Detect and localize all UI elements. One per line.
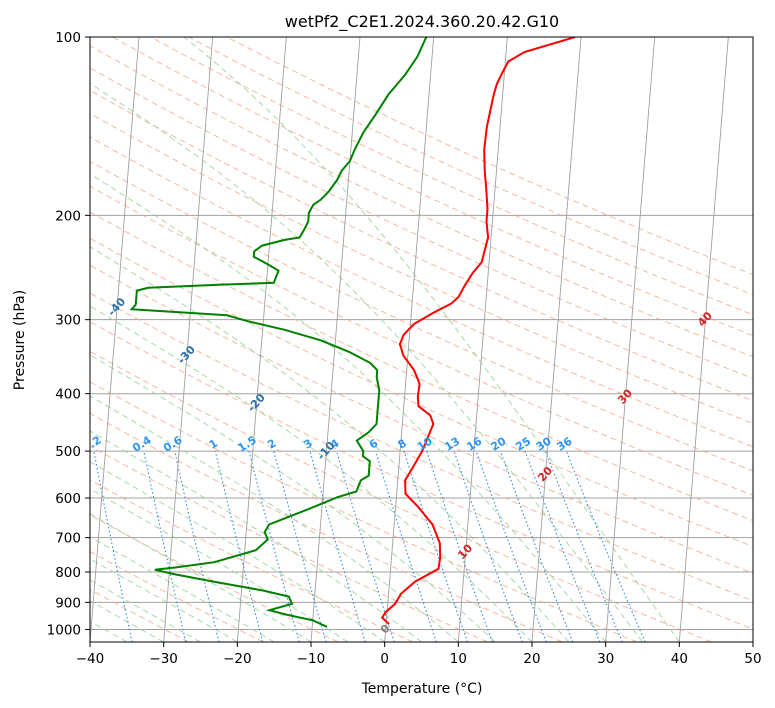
dry-adiabat-line (90, 211, 753, 522)
dry-adiabat-line (90, 412, 563, 642)
isotherm-line (310, 37, 361, 642)
moist-adiabat-line (90, 173, 607, 642)
x-axis-label: Temperature (°C) (361, 681, 483, 697)
dry-adiabat-line (90, 185, 753, 496)
y-tick-label: 300 (55, 313, 81, 329)
mixing-ratio-line (93, 450, 133, 642)
dry-adiabat-line (90, 45, 753, 358)
x-tick-label: 30 (597, 651, 614, 667)
dry-adiabat-line (188, 37, 753, 296)
dry-adiabat-line (90, 445, 488, 642)
moist-adiabat-line (90, 395, 459, 642)
dry-adiabat-line (112, 37, 753, 337)
mixing-ratio-line (499, 450, 574, 642)
isotherm-line (384, 37, 435, 642)
x-tick-label: 20 (523, 651, 540, 667)
mixing-ratio-line (524, 450, 601, 642)
y-tick-label: 600 (55, 491, 81, 507)
y-axis-ticks: 1000 900 800 700 600 500 400 300 200 100 (47, 30, 90, 638)
dry-adiabats (90, 37, 753, 642)
y-tick-label: 900 (55, 595, 81, 611)
isotherm-grid (90, 37, 753, 642)
x-tick-label: 50 (744, 651, 761, 667)
mixing-ratio-line (309, 450, 366, 642)
moist-adiabat-line (90, 354, 496, 642)
moist-adiabat-line (90, 558, 238, 642)
mixing-ratio-line (374, 450, 437, 642)
chart-title: wetPf2_C2E1.2024.360.20.42.G10 (285, 12, 559, 32)
mixing-ratio-line (273, 450, 327, 642)
isotherm-line (236, 37, 287, 642)
y-axis-label: Pressure (hPa) (12, 290, 28, 390)
mixing-ratio-line (403, 450, 469, 642)
y-tick-label: 700 (55, 531, 81, 547)
moist-adiabat-line (90, 430, 422, 642)
sounding-lines (129, 37, 576, 628)
x-tick-label: −10 (297, 651, 326, 667)
dry-adiabat-line (90, 89, 753, 402)
x-tick-label: 0 (380, 651, 389, 667)
isotherm-line (605, 37, 656, 642)
x-tick-label: 40 (671, 651, 688, 667)
x-tick-label: 10 (450, 651, 467, 667)
mixing-ratio-line (545, 450, 623, 642)
isotherm-line (163, 37, 214, 642)
y-tick-label: 800 (55, 565, 81, 581)
moist-adiabat-line (90, 246, 570, 642)
moist-adiabat-line (90, 461, 385, 642)
dry-adiabat-line (90, 350, 712, 642)
dry-adiabat-line (90, 550, 264, 642)
moist-adiabat-line (90, 82, 643, 642)
dry-adiabat-line (90, 514, 339, 642)
mixing-ratio-line (214, 450, 264, 642)
dry-adiabat-line (90, 237, 753, 548)
y-tick-label: 400 (55, 387, 81, 403)
isotherm-line (457, 37, 508, 642)
mixing-ratio-line (426, 450, 493, 642)
y-tick-label: 100 (55, 30, 81, 46)
temperature-profile-line (380, 37, 576, 625)
y-tick-label: 200 (55, 208, 81, 224)
mixing-ratio-line (248, 450, 300, 642)
dry-adiabat-line (90, 321, 753, 630)
y-tick-label: 1000 (47, 622, 81, 638)
x-tick-label: −20 (223, 651, 252, 667)
x-tick-label: −40 (76, 651, 105, 667)
mixing-ratio-line (453, 450, 523, 642)
moist-adiabat-line (90, 536, 275, 642)
dewpoint-profile-line (129, 37, 428, 628)
y-tick-label: 500 (55, 444, 81, 460)
mixing-ratio-line (475, 450, 547, 642)
moist-adiabat-line (183, 37, 680, 642)
x-axis-ticks: −40 −30 −20 −10 0 10 20 30 40 50 (76, 642, 762, 667)
mixing-ratio-line (143, 450, 187, 642)
dry-adiabat-line (90, 160, 753, 472)
isotherm-line (531, 37, 582, 642)
dry-adiabat-line (90, 292, 753, 602)
isotherm-line (678, 37, 729, 642)
isotherm-line (90, 37, 140, 642)
x-tick-label: −30 (149, 651, 178, 667)
plot-frame (89, 36, 754, 643)
